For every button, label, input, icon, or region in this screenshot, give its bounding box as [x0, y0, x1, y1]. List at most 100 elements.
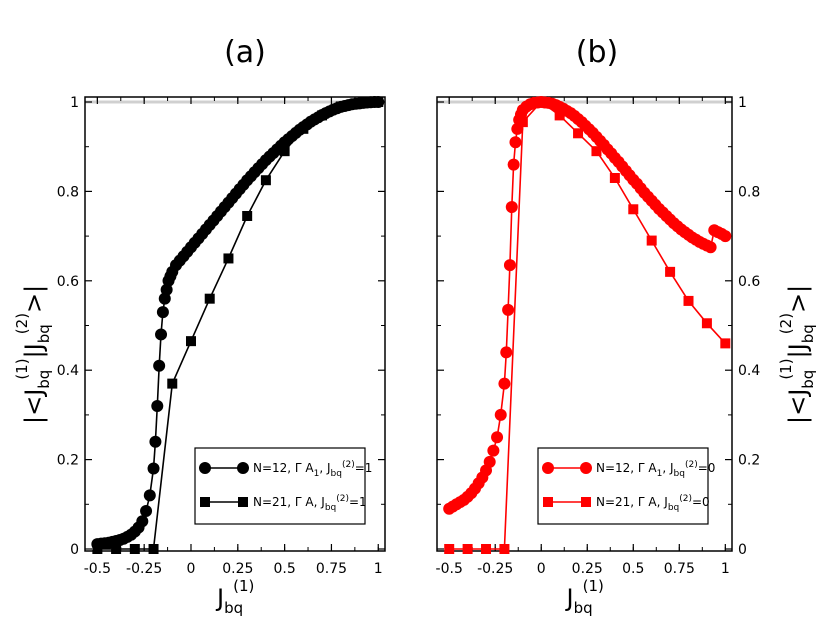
x-tick-label: -0.5	[436, 561, 463, 577]
data-point	[153, 359, 166, 372]
x-tick-label: -0.25	[126, 561, 162, 577]
legend-label-part: , J	[662, 461, 673, 475]
data-point	[223, 253, 234, 264]
y-tick-label: 0.6	[57, 274, 79, 290]
panel-b: (b)-0.5 -0.25 0 0.25 0.5 0.75 100.20.40.60.81J…	[436, 35, 817, 617]
legend-entry: N=21, Γ A, Jbq(2)=0	[543, 494, 710, 513]
series-2	[444, 97, 731, 554]
legend-label-part: =0	[698, 461, 716, 475]
data-point	[500, 346, 513, 359]
legend-box	[194, 447, 366, 525]
data-point	[462, 544, 473, 554]
legend-marker	[581, 497, 591, 507]
y-tick-label: 0	[738, 542, 747, 558]
y-tick-label: 1	[738, 95, 747, 111]
x-tick-label: 0	[187, 561, 196, 577]
legend-label-part: , J	[657, 495, 668, 509]
data-point	[140, 505, 153, 518]
y-axis-title-part: >|	[784, 285, 812, 313]
data-point	[149, 435, 162, 448]
data-point	[704, 241, 717, 254]
legend-label-part: N=21, Γ A	[596, 495, 657, 509]
data-point	[498, 377, 511, 390]
data-point	[494, 408, 507, 421]
data-point	[167, 378, 178, 389]
series-line	[97, 101, 379, 550]
data-point	[487, 444, 500, 457]
y-tick-label: 0	[70, 542, 79, 558]
x-tick-label: 0.25	[222, 561, 253, 577]
legend-label-sup: (2)	[685, 460, 698, 470]
data-point	[509, 136, 522, 149]
y-axis-title-part: >|	[20, 285, 48, 313]
x-axis-title-main: J	[215, 584, 224, 612]
data-point	[111, 544, 122, 554]
legend: N=12, Γ A1, Jbq(2)=1N=21, Γ A, Jbq(2)=1	[194, 447, 372, 525]
data-point	[628, 204, 639, 215]
x-tick-label: 0.25	[572, 561, 603, 577]
data-point	[354, 98, 365, 109]
y-axis-title-sup: (1)	[777, 358, 795, 379]
data-point	[499, 544, 510, 554]
data-point	[160, 283, 173, 296]
legend-label-sup: (2)	[342, 460, 355, 470]
series-2	[92, 97, 384, 554]
y-axis-title-part: |J	[20, 343, 48, 358]
data-point	[483, 455, 496, 468]
y-axis-title-part: |<J	[784, 389, 812, 424]
plot-frame	[436, 96, 733, 552]
legend-label-part: N=21, Γ A	[253, 495, 314, 509]
data-point	[444, 544, 455, 554]
legend-entry: N=12, Γ A1, Jbq(2)=1	[199, 460, 372, 479]
x-tick-label: 1	[374, 561, 383, 577]
x-tick-label: 0	[537, 561, 546, 577]
data-point	[373, 97, 384, 107]
legend-label-part: , J	[319, 461, 330, 475]
legend-label: N=12, Γ A1, Jbq(2)=1	[253, 460, 372, 479]
x-axis-title-sup: (1)	[583, 577, 604, 595]
legend-label-sub: bq	[668, 503, 679, 513]
legend-label-part: =1	[349, 495, 367, 509]
data-point	[505, 201, 518, 214]
legend-label-part: , J	[314, 495, 325, 509]
data-point	[147, 462, 160, 475]
y-axis-title-sub: bq	[35, 324, 53, 343]
y-tick-label: 0.2	[738, 453, 760, 469]
y-axis-title-sub: bq	[799, 324, 817, 343]
data-point	[260, 175, 271, 186]
data-point	[335, 101, 346, 112]
y-tick-label: 0.6	[738, 274, 760, 290]
data-point	[609, 172, 620, 183]
x-axis-title-sub: bq	[574, 599, 593, 617]
y-tick-label: 0.4	[738, 363, 760, 379]
legend-marker	[200, 497, 210, 507]
legend: N=12, Γ A1, Jbq(2)=0N=21, Γ A, Jbq(2)=0	[537, 447, 716, 525]
y-axis-title-sub: bq	[799, 370, 817, 389]
data-point	[136, 515, 149, 528]
data-point	[719, 230, 732, 243]
y-axis-title-sup: (1)	[13, 358, 31, 379]
data-point	[503, 259, 516, 272]
legend-label-part: N=12, Γ A	[596, 461, 657, 475]
data-point	[683, 295, 694, 306]
data-point	[242, 210, 253, 221]
data-point	[481, 544, 492, 554]
legend-entry: N=21, Γ A, Jbq(2)=1	[200, 494, 367, 513]
data-point	[129, 544, 140, 554]
data-point	[502, 303, 515, 316]
legend-marker	[238, 497, 248, 507]
data-point	[573, 128, 584, 139]
data-point	[158, 292, 171, 305]
x-axis-title: Jbq (1)	[565, 577, 604, 617]
data-point	[151, 399, 164, 412]
data-point	[507, 158, 520, 171]
data-point	[155, 328, 168, 341]
y-axis-title-sub: bq	[35, 370, 53, 389]
legend-label-sub: bq	[325, 503, 336, 513]
x-tick-label: 0.75	[664, 561, 695, 577]
x-axis-title-sub: bq	[224, 599, 243, 617]
panel-title: (a)	[224, 35, 266, 70]
x-tick-label: -0.5	[84, 561, 111, 577]
legend-label-part: =1	[355, 461, 373, 475]
data-point	[665, 266, 676, 277]
